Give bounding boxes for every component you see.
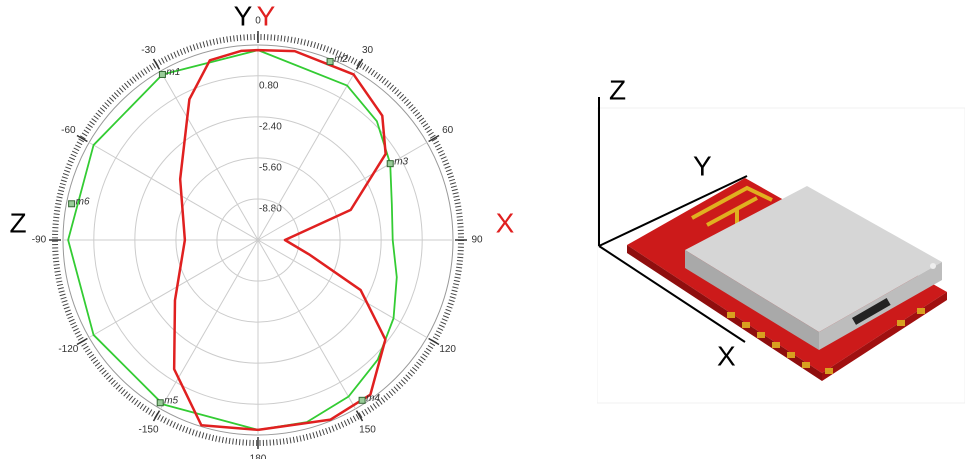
theta-tick-label: 30 — [362, 45, 374, 56]
theta-tick-label: 90 — [471, 235, 483, 246]
annotation: X — [496, 207, 515, 238]
marker — [359, 397, 365, 403]
marker — [69, 201, 75, 207]
marker — [157, 400, 163, 406]
r-tick-label: -8.80 — [259, 204, 282, 215]
theta-tick-label: 180 — [250, 454, 267, 459]
theta-tick-label: -150 — [138, 424, 158, 435]
axis-label: X — [717, 340, 736, 371]
theta-tick-label: 120 — [439, 344, 456, 355]
axis-label: Z — [609, 74, 626, 105]
marker-label: m5 — [164, 395, 178, 406]
theta-tick-label: -60 — [61, 125, 76, 136]
r-tick-label: -2.40 — [259, 121, 282, 132]
annotation: Y — [234, 0, 253, 31]
theta-tick-label: 60 — [442, 125, 454, 136]
marker-label: m4 — [366, 393, 380, 404]
polar-chart: 0.80-2.40-5.60-8.800306090120150180-150-… — [0, 0, 520, 459]
theta-tick-label: -90 — [32, 235, 47, 246]
marker-label: m3 — [394, 156, 408, 167]
theta-tick-label: -120 — [58, 344, 78, 355]
annotation: Z — [9, 207, 26, 238]
theta-tick-label: -30 — [141, 45, 156, 56]
module-illustration: Z Y X — [597, 0, 965, 459]
page: 0.80-2.40-5.60-8.800306090120150180-150-… — [0, 0, 965, 459]
marker — [327, 59, 333, 65]
marker-label: m6 — [76, 196, 90, 207]
pin1-dot — [930, 263, 936, 269]
marker — [387, 161, 393, 167]
theta-tick-label: 150 — [359, 424, 376, 435]
r-tick-label: 0.80 — [259, 80, 279, 91]
marker-label: m1 — [166, 67, 180, 78]
axis-label: Y — [693, 150, 712, 181]
marker — [159, 71, 165, 77]
r-tick-label: -5.60 — [259, 163, 282, 174]
annotation: Y — [257, 0, 276, 31]
marker-label: m2 — [334, 54, 348, 65]
